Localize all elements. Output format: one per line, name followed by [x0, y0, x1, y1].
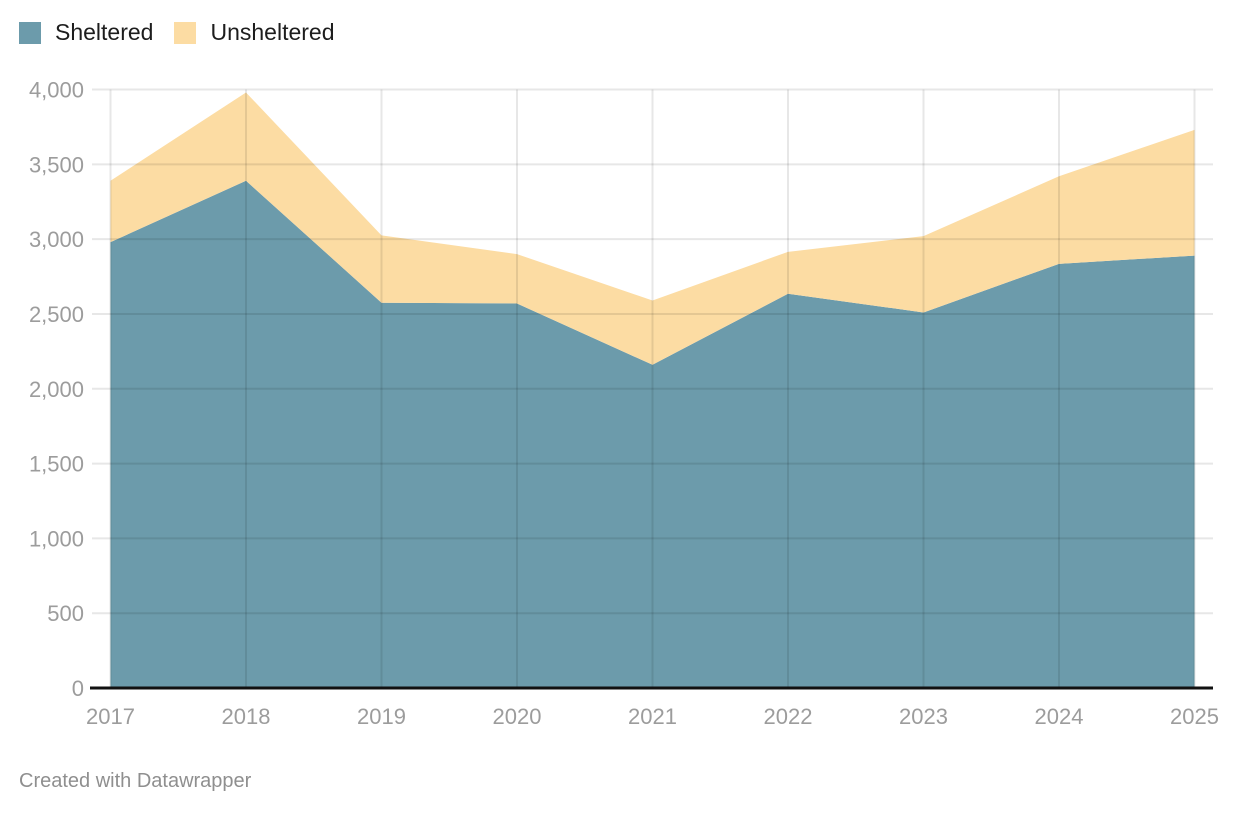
x-tick-label: 2025 [1170, 704, 1219, 729]
y-tick-label: 0 [72, 676, 84, 701]
x-tick-label: 2021 [628, 704, 677, 729]
area-unsheltered [110, 92, 1195, 365]
x-tick-label: 2024 [1035, 704, 1084, 729]
y-tick-label: 2,000 [29, 377, 84, 402]
attribution: Created with Datawrapper [19, 770, 252, 792]
x-tick-label: 2019 [357, 704, 406, 729]
legend-swatch-unsheltered [174, 21, 197, 44]
area-sheltered [110, 180, 1195, 689]
y-tick-label: 1,000 [29, 526, 84, 551]
y-tick-label: 3,000 [29, 227, 84, 252]
y-tick-label: 500 [47, 601, 84, 626]
y-tick-label: 3,500 [29, 152, 84, 177]
stacked-area-chart: 0 500 1,000 1,500 2,000 2,500 3,000 3,500 4,000 2… [29, 78, 1219, 730]
y-tick-label: 1,500 [29, 452, 84, 477]
x-tick-label: 2022 [764, 704, 813, 729]
legend-item-sheltered: Sheltered [19, 21, 153, 44]
legend-label-sheltered: Sheltered [55, 19, 154, 45]
x-tick-label: 2018 [222, 704, 271, 729]
legend-swatch-sheltered [19, 21, 41, 44]
x-tick-label: 2023 [899, 704, 948, 729]
legend: Sheltered Unsheltered [19, 21, 335, 44]
legend-item-unsheltered: Unsheltered [174, 19, 335, 45]
y-tick-label: 2,500 [29, 302, 84, 327]
y-tick-label: 4,000 [29, 78, 84, 103]
x-tick-label: 2017 [86, 704, 135, 729]
legend-label-unsheltered: Unsheltered [210, 19, 335, 45]
x-tick-label: 2020 [493, 704, 542, 729]
